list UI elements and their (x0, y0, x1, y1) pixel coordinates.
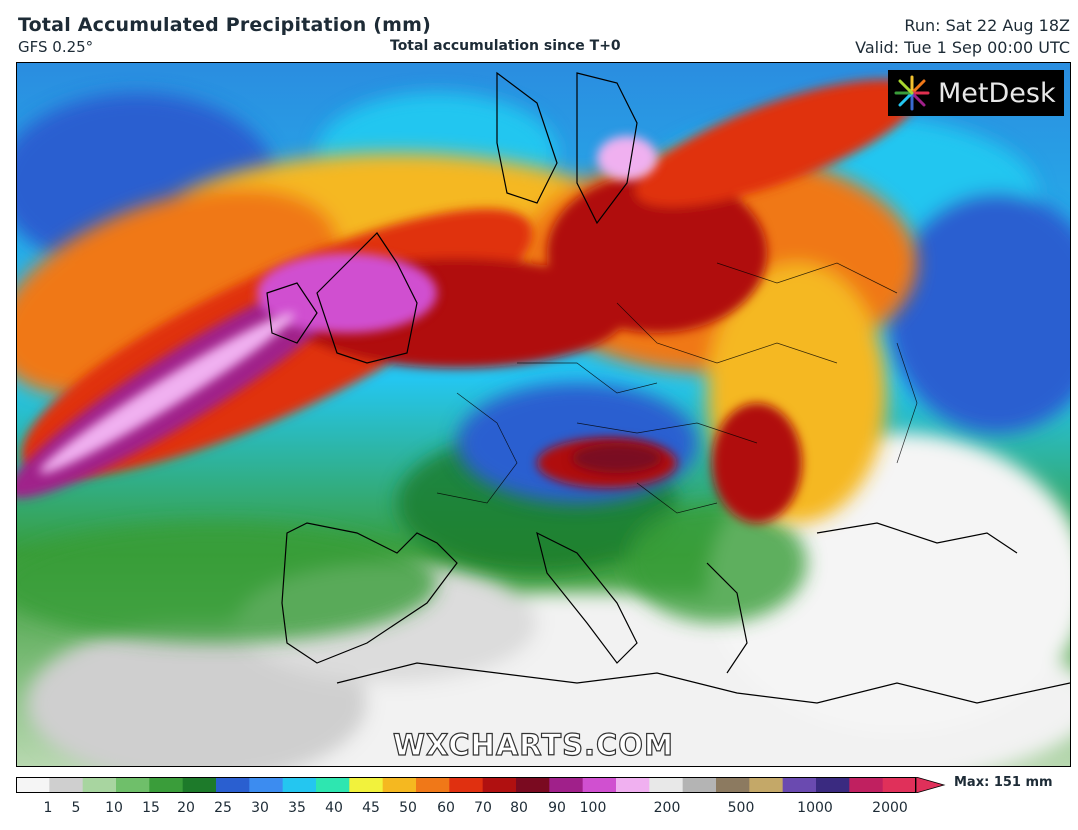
colorbar-segment (549, 777, 584, 793)
colorbar-segment (716, 777, 750, 793)
colorbar-tick-label: 50 (399, 800, 417, 816)
chart-title: Total Accumulated Precipitation (mm) (18, 14, 432, 36)
model-label: GFS 0.25° (18, 38, 94, 56)
colorbar-segment (216, 777, 250, 793)
colorbar-segment (582, 777, 617, 793)
country-borders (436, 262, 918, 514)
valid-time: Valid: Tue 1 Sep 00:00 UTC (855, 38, 1070, 57)
colorbar-ticks: 1 5 10 15 20 25 30 35 40 45 50 60 70 80 90 100 200 500 100… (16, 800, 946, 818)
colorbar-tick-label: 30 (251, 800, 269, 816)
colorbar-tick-label: 40 (325, 800, 343, 816)
colorbar-segment (49, 777, 84, 793)
colorbar-tick-label: 500 (727, 800, 755, 816)
colorbar-segment (82, 777, 117, 793)
colorbar-segment (416, 777, 450, 793)
colorbar-border (16, 777, 916, 793)
colorbar-segment (449, 777, 484, 793)
colorbar-segment (749, 777, 784, 793)
colorbar-segment (282, 777, 317, 793)
peak-rain-zone (39, 136, 657, 474)
colorbar-segment (116, 777, 150, 793)
colorbar-segment (249, 777, 284, 793)
colorbar (16, 777, 946, 793)
metdesk-starburst-icon (894, 75, 930, 111)
colorbar-segment (816, 777, 850, 793)
colorbar-segment (649, 777, 684, 793)
precipitation-field (17, 63, 1070, 766)
colorbar-tick-label: 1 (43, 800, 53, 816)
light-rain-zone (17, 433, 807, 643)
metdesk-logo-text: MetDesk (938, 77, 1056, 109)
colorbar-tick-label: 25 (214, 800, 232, 816)
colorbar-tick-label: 2000 (872, 800, 908, 816)
colorbar-tick-label: 80 (510, 800, 528, 816)
metdesk-logo: MetDesk (888, 70, 1064, 116)
colorbar-segment (849, 777, 884, 793)
coastlines (266, 71, 1070, 704)
precipitation-map: MetDesk WXCHARTS.COM (16, 62, 1071, 767)
colorbar-segment (316, 777, 350, 793)
colorbar-segment (349, 777, 384, 793)
colorbar-segment (382, 777, 417, 793)
colorbar-tick-label: 100 (579, 800, 607, 816)
colorbar-segment (516, 777, 550, 793)
colorbar-tick-label: 15 (142, 800, 160, 816)
colorbar-segment (16, 777, 50, 793)
colorbar-tick-label: 20 (177, 800, 195, 816)
colorbar-tick-label: 5 (71, 800, 81, 816)
colorbar-tick-label: 60 (437, 800, 455, 816)
colorbar-tick-label: 70 (474, 800, 492, 816)
colorbar-segment (482, 777, 517, 793)
colorbar-tick-label: 1000 (797, 800, 833, 816)
colorbar-tick-label: 10 (105, 800, 123, 816)
colorbar-tick-label: 200 (653, 800, 681, 816)
colorbar-extend-arrow (915, 777, 946, 793)
colorbar-segment (149, 777, 184, 793)
colorbar-segment (182, 777, 217, 793)
colorbar-tick-label: 90 (548, 800, 566, 816)
run-time: Run: Sat 22 Aug 18Z (904, 16, 1070, 35)
chart-subtitle: Total accumulation since T+0 (390, 38, 621, 54)
watermark: WXCHARTS.COM (392, 727, 674, 762)
colorbar-segment (682, 777, 717, 793)
colorbar-tick-label: 45 (362, 800, 380, 816)
colorbar-segment (882, 777, 917, 793)
colorbar-segment (782, 777, 817, 793)
colorbar-segment (616, 777, 650, 793)
colorbar-tick-label: 35 (288, 800, 306, 816)
max-label: Max: 151 mm (954, 775, 1053, 790)
